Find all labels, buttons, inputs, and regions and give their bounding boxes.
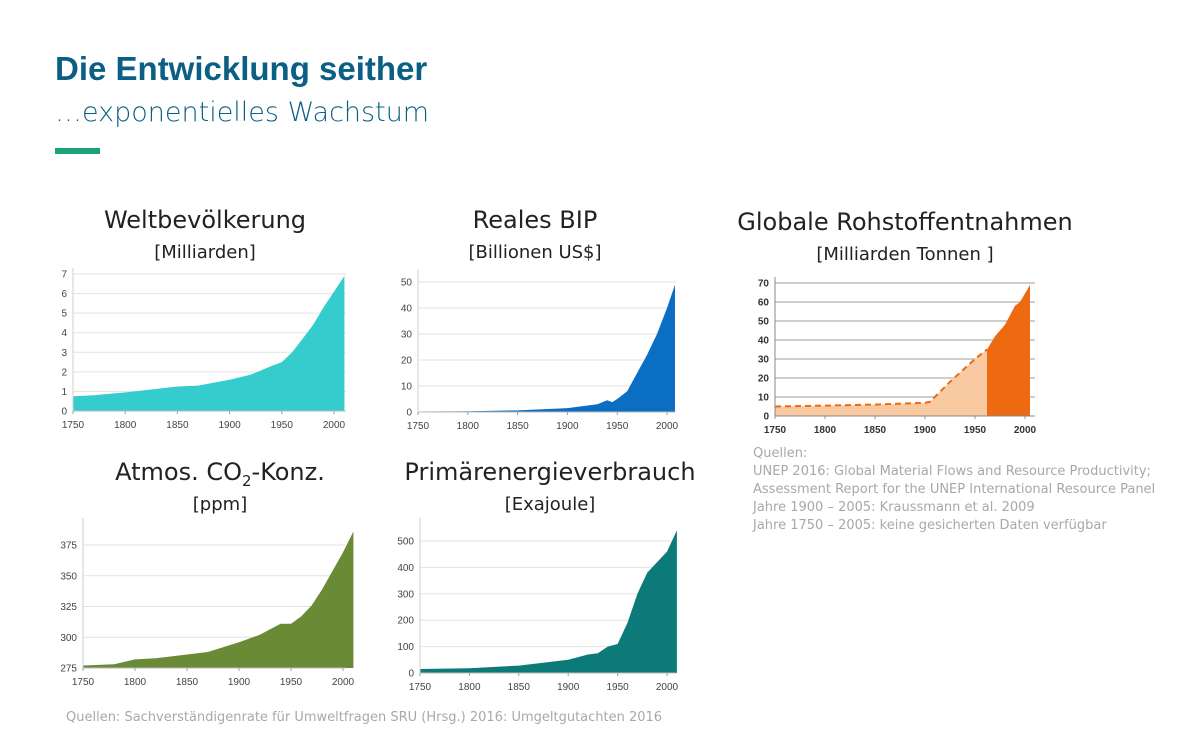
- resources-xtick-label: 1850: [864, 425, 887, 436]
- resources-estimate-line: [774, 348, 988, 408]
- gdp-xtick-label: 1750: [407, 421, 430, 432]
- resources-ytick-label: 60: [758, 298, 770, 309]
- co2-ytick-label: 350: [60, 571, 77, 582]
- gdp-xtick-label: 1950: [606, 421, 629, 432]
- energy-area: [420, 530, 677, 673]
- resources-ytick-label: 50: [758, 317, 770, 328]
- co2-xtick-label: 1800: [124, 677, 147, 688]
- co2-ytick-label: 275: [60, 664, 77, 675]
- resources-xtick-label: 1800: [814, 425, 837, 436]
- energy-xtick-label: 1900: [557, 682, 580, 693]
- co2-xtick-label: 1750: [72, 677, 95, 688]
- resources-ytick-label: 0: [763, 412, 769, 423]
- energy-ytick-label: 200: [397, 616, 414, 627]
- co2-ytick-label: 300: [60, 633, 77, 644]
- energy-xtick-label: 1850: [508, 682, 531, 693]
- energy-ytick-label: 500: [397, 537, 414, 548]
- gdp-xtick-label: 1900: [556, 421, 579, 432]
- energy-ytick-label: 400: [397, 563, 414, 574]
- resources-ytick-label: 70: [758, 279, 770, 290]
- resources-ytick-label: 40: [758, 336, 770, 347]
- gdp-xtick-label: 1800: [457, 421, 480, 432]
- population-xtick-label: 1950: [271, 420, 294, 431]
- chart-unit-resources: [Milliarden Tonnen ]: [816, 244, 994, 265]
- resources-area: [987, 284, 1030, 416]
- population-xtick-label: 1850: [166, 420, 189, 431]
- energy-ytick-label: 300: [397, 589, 414, 600]
- source-line: Jahre 1750 – 2005: keine gesicherten Dat…: [753, 518, 1107, 533]
- co2-xtick-label: 1850: [176, 677, 199, 688]
- co2-title-sub: 2: [242, 471, 252, 490]
- co2-xtick-label: 1950: [280, 677, 303, 688]
- page-title: Die Entwicklung seither: [55, 50, 428, 87]
- chart-title-energy: Primärenergieverbrauch: [404, 458, 696, 486]
- source-line: Quellen:: [753, 446, 808, 461]
- resources-ytick-label: 10: [758, 393, 770, 404]
- page-subtitle: …exponentielles Wachstum: [55, 97, 430, 128]
- population-ytick-label: 5: [61, 309, 67, 320]
- resources-sources: Quellen: UNEP 2016: Global Material Flow…: [753, 445, 1155, 535]
- gdp-ytick-label: 10: [401, 382, 413, 393]
- co2-xtick-label: 1900: [228, 677, 251, 688]
- gdp-ytick-label: 50: [401, 278, 413, 289]
- resources-xtick-label: 2000: [1014, 425, 1037, 436]
- resources-xtick-label: 1900: [914, 425, 937, 436]
- gdp-ytick-label: 0: [406, 408, 412, 419]
- chart-unit-energy: [Exajoule]: [504, 494, 596, 515]
- gdp-xtick-label: 2000: [656, 421, 679, 432]
- population-ytick-label: 7: [61, 270, 67, 281]
- gdp-ytick-label: 40: [401, 304, 413, 315]
- accent-bar: [55, 148, 100, 154]
- population-ytick-label: 6: [61, 289, 67, 300]
- co2-area: [83, 531, 354, 668]
- chart-unit-gdp: [Billionen US$]: [468, 242, 602, 263]
- chart-unit-population: [Milliarden]: [154, 242, 256, 263]
- resources-xtick-label: 1950: [964, 425, 987, 436]
- population-ytick-label: 3: [61, 348, 67, 359]
- population-xtick-label: 1900: [218, 420, 241, 431]
- chart-title-resources: Globale Rohstoffentnahmen: [737, 208, 1073, 236]
- resources-ytick-label: 30: [758, 355, 770, 366]
- gdp-ytick-label: 30: [401, 330, 413, 341]
- resources-ytick-label: 20: [758, 374, 770, 385]
- co2-xtick-label: 2000: [332, 677, 355, 688]
- population-xtick-label: 1800: [114, 420, 137, 431]
- co2-ytick-label: 375: [60, 541, 77, 552]
- co2-ytick-label: 325: [60, 602, 77, 613]
- gdp-xtick-label: 1850: [506, 421, 529, 432]
- energy-ytick-label: 100: [397, 642, 414, 653]
- source-line: Jahre 1900 – 2005: Kraussmann et al. 200…: [753, 500, 1035, 515]
- chart-title-co2: Atmos. CO2-Konz.: [75, 458, 365, 490]
- population-ytick-label: 1: [61, 387, 67, 398]
- main-sources: Quellen: Sachverständigenrate für Umwelt…: [66, 710, 663, 725]
- source-line: Assessment Report for the UNEP Internati…: [753, 482, 1156, 497]
- chart-title-gdp: Reales BIP: [472, 206, 598, 234]
- energy-xtick-label: 1950: [606, 682, 629, 693]
- population-xtick-label: 2000: [323, 420, 346, 431]
- gdp-area: [418, 284, 675, 412]
- co2-title-main: Atmos. CO: [115, 458, 242, 486]
- population-ytick-label: 4: [61, 328, 67, 339]
- energy-xtick-label: 2000: [656, 682, 679, 693]
- energy-xtick-label: 1800: [458, 682, 481, 693]
- population-ytick-label: 2: [61, 367, 67, 378]
- co2-title-end: -Konz.: [251, 458, 325, 486]
- population-ytick-label: 0: [61, 407, 67, 418]
- chart-title-population: Weltbevölkerung: [103, 206, 307, 234]
- chart-unit-co2: [ppm]: [192, 494, 248, 515]
- gdp-ytick-label: 20: [401, 356, 413, 367]
- resources-xtick-label: 1750: [764, 425, 787, 436]
- population-xtick-label: 1750: [62, 420, 85, 431]
- energy-xtick-label: 1750: [409, 682, 432, 693]
- resources-estimate-area: [775, 349, 987, 416]
- population-area: [73, 276, 345, 411]
- source-line: UNEP 2016: Global Material Flows and Res…: [753, 464, 1151, 479]
- energy-ytick-label: 0: [408, 669, 414, 680]
